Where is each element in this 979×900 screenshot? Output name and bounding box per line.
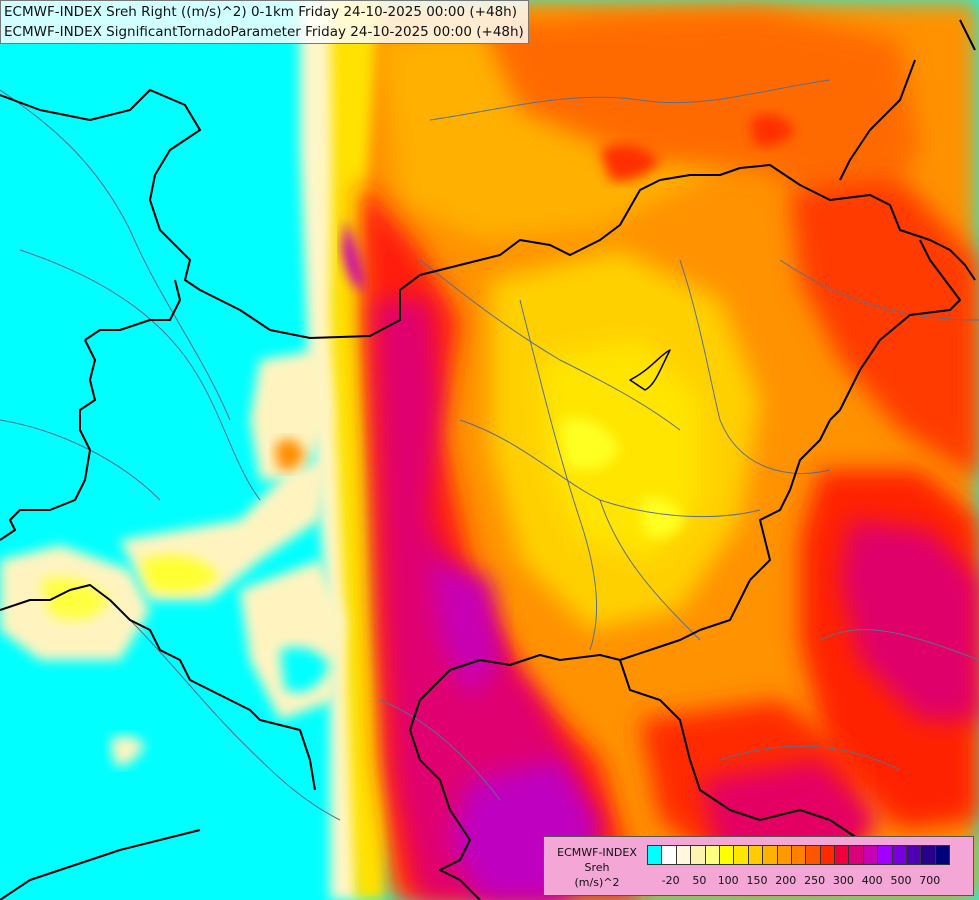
legend-swatch bbox=[647, 845, 663, 865]
legend-tick-label: 250 bbox=[804, 874, 826, 887]
map-title-box: ECMWF-INDEX Sreh Right ((m/s)^2) 0-1km F… bbox=[0, 0, 529, 44]
legend-color-bar bbox=[647, 845, 951, 865]
legend-tick-label: 100 bbox=[717, 874, 739, 887]
legend-swatch bbox=[805, 845, 821, 865]
legend-swatch bbox=[934, 845, 951, 865]
legend-swatch bbox=[790, 845, 807, 865]
legend-tick-label: 300 bbox=[832, 874, 854, 887]
national-borders bbox=[0, 19, 976, 900]
legend-title-model: ECMWF-INDEX bbox=[557, 846, 637, 859]
legend-swatch bbox=[747, 845, 764, 865]
legend-tick-label: 50 bbox=[692, 874, 707, 887]
legend-swatch bbox=[862, 845, 879, 865]
legend-swatch bbox=[920, 845, 936, 865]
legend-swatch bbox=[834, 845, 850, 865]
legend-swatch bbox=[718, 845, 735, 865]
legend-swatch bbox=[776, 845, 792, 865]
legend-swatch bbox=[877, 845, 893, 865]
legend-tick-label: 700 bbox=[919, 874, 941, 887]
map-title-line1: ECMWF-INDEX Sreh Right ((m/s)^2) 0-1km F… bbox=[4, 4, 517, 20]
legend-swatch bbox=[762, 845, 778, 865]
legend-tick-label: 400 bbox=[861, 874, 883, 887]
legend-tick-label: 150 bbox=[746, 874, 768, 887]
legend-tick-label: 200 bbox=[775, 874, 797, 887]
legend-swatch bbox=[891, 845, 908, 865]
legend-swatch bbox=[848, 845, 864, 865]
legend-tick-label: 500 bbox=[890, 874, 912, 887]
region-borders bbox=[0, 79, 979, 821]
legend-swatch bbox=[661, 845, 677, 865]
legend-swatch bbox=[690, 845, 706, 865]
legend-swatch bbox=[819, 845, 836, 865]
legend-title-unit: (m/s)^2 bbox=[574, 876, 620, 889]
legend-swatch bbox=[704, 845, 720, 865]
legend-swatch bbox=[733, 845, 749, 865]
legend-title-variable: Sreh bbox=[584, 861, 610, 874]
color-legend: ECMWF-INDEX Sreh (m/s)^2 -20 50 100 150 200 2… bbox=[543, 836, 974, 896]
legend-tick-labels: -20 50 100 150 200 250 300 400 500 700 bbox=[647, 874, 972, 890]
map-title-line2: ECMWF-INDEX SignificantTornadoParameter … bbox=[4, 24, 524, 40]
legend-title: ECMWF-INDEX Sreh (m/s)^2 bbox=[548, 845, 646, 890]
legend-swatch bbox=[906, 845, 922, 865]
legend-tick-label: -20 bbox=[661, 874, 680, 887]
legend-swatch bbox=[675, 845, 692, 865]
